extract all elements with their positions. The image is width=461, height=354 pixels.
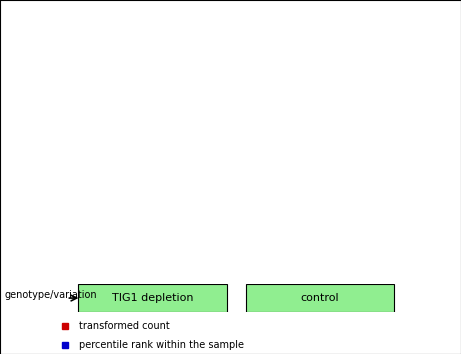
Text: transformed count: transformed count — [79, 320, 170, 331]
Text: GSM757759: GSM757759 — [148, 240, 157, 295]
Text: genotype/variation: genotype/variation — [5, 290, 97, 299]
Title: GDS4818 / 209254_at: GDS4818 / 209254_at — [160, 26, 313, 40]
Text: GSM757756: GSM757756 — [315, 240, 325, 295]
Bar — [250, 226, 278, 237]
Text: GSM757755: GSM757755 — [260, 240, 269, 295]
FancyBboxPatch shape — [246, 237, 283, 284]
Text: percentile rank within the sample: percentile rank within the sample — [79, 340, 244, 350]
Text: GSM757757: GSM757757 — [371, 240, 380, 295]
Bar — [195, 46, 222, 237]
Text: GSM757758: GSM757758 — [92, 240, 101, 295]
FancyBboxPatch shape — [134, 237, 171, 284]
Bar — [362, 124, 390, 237]
Text: control: control — [301, 293, 339, 303]
Bar — [83, 135, 111, 237]
FancyBboxPatch shape — [301, 237, 338, 284]
Text: TIG1 depletion: TIG1 depletion — [112, 293, 193, 303]
FancyBboxPatch shape — [357, 237, 394, 284]
FancyBboxPatch shape — [78, 284, 227, 312]
FancyBboxPatch shape — [78, 237, 115, 284]
FancyBboxPatch shape — [246, 284, 394, 312]
FancyBboxPatch shape — [190, 237, 227, 284]
Bar — [306, 132, 334, 237]
Bar — [139, 91, 166, 237]
Text: GSM757760: GSM757760 — [204, 240, 213, 295]
